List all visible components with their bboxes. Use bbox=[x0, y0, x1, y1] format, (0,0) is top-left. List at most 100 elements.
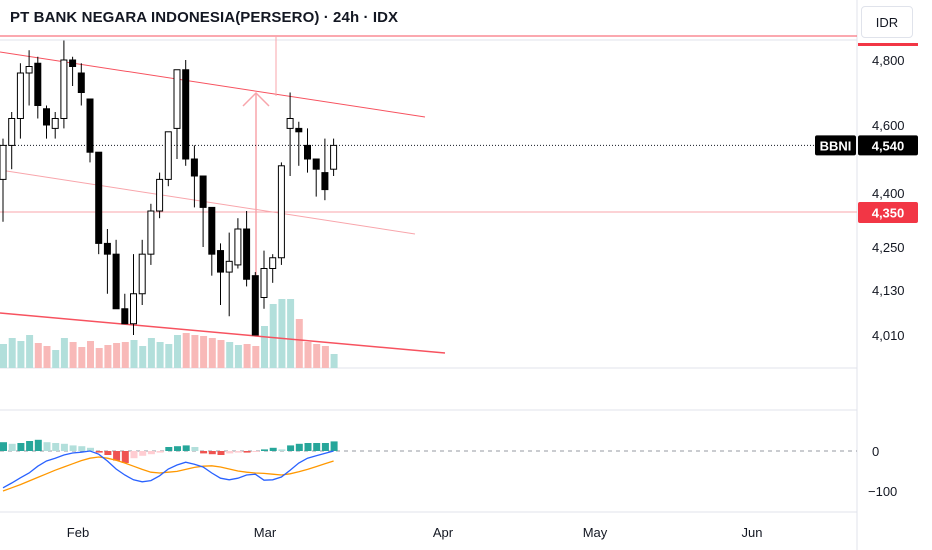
macd-histogram-bar bbox=[287, 445, 295, 451]
price-tick-label: 4,250 bbox=[872, 240, 905, 255]
candle-body bbox=[173, 69, 181, 129]
time-axis-label: Feb bbox=[67, 525, 89, 540]
candle-body bbox=[121, 308, 129, 325]
macd-tick-label: −100 bbox=[868, 484, 897, 499]
macd-histogram-bar bbox=[165, 447, 173, 451]
candle-body bbox=[182, 69, 190, 160]
volume-bar bbox=[130, 340, 138, 368]
macd-histogram-bar bbox=[95, 451, 103, 453]
volume-bar bbox=[295, 319, 303, 368]
candle-body bbox=[251, 275, 259, 336]
macd-histogram-bar bbox=[321, 443, 329, 451]
volume-bar bbox=[287, 299, 295, 368]
volume-bar bbox=[139, 346, 147, 368]
macd-histogram-bar bbox=[34, 439, 42, 451]
price-tick-label: 4,400 bbox=[872, 186, 905, 201]
channel-bottom-line bbox=[0, 312, 446, 354]
macd-histogram-bar bbox=[330, 441, 338, 451]
time-axis-label: May bbox=[583, 525, 608, 540]
macd-line bbox=[2, 450, 334, 489]
last-price-label: 4,540 bbox=[872, 138, 905, 153]
candle-body bbox=[112, 253, 120, 310]
macd-histogram-bar bbox=[113, 451, 121, 461]
time-axis-label: Mar bbox=[254, 525, 277, 540]
channel-mid-line bbox=[0, 169, 416, 235]
candle-body bbox=[330, 144, 338, 170]
candle-body bbox=[217, 250, 224, 273]
macd-histogram-bar bbox=[243, 451, 251, 453]
macd-histogram-bar bbox=[252, 451, 260, 452]
volume-bar bbox=[313, 344, 321, 368]
macd-histogram-bar bbox=[8, 443, 16, 451]
macd-histogram-bar bbox=[60, 443, 68, 451]
time-axis-label: Apr bbox=[433, 525, 454, 540]
volume-bar bbox=[174, 335, 181, 368]
currency-button[interactable]: IDR bbox=[861, 6, 913, 38]
volume-bar bbox=[269, 304, 277, 368]
volume-bar bbox=[226, 342, 234, 368]
candle-body bbox=[51, 118, 59, 129]
macd-histogram-bar bbox=[0, 442, 7, 451]
macd-tick-label: 0 bbox=[872, 444, 879, 459]
macd-histogram-bar bbox=[313, 443, 321, 451]
candle-body bbox=[86, 98, 94, 153]
macd-histogram-bar bbox=[208, 451, 216, 455]
candle-body bbox=[208, 206, 216, 255]
candle-body bbox=[8, 118, 16, 146]
macd-histogram-bar bbox=[217, 451, 225, 455]
candle-body bbox=[269, 257, 277, 269]
volume-bar bbox=[34, 343, 42, 368]
volume-bar bbox=[200, 336, 208, 368]
volume-bar bbox=[78, 347, 86, 368]
candle-body bbox=[103, 242, 111, 255]
candle-body bbox=[243, 228, 251, 280]
candle-body bbox=[286, 118, 294, 129]
macd-histogram-bar bbox=[174, 446, 181, 451]
volume-bar bbox=[217, 340, 225, 368]
macd-histogram-bar bbox=[295, 443, 303, 451]
macd-histogram-bar bbox=[156, 451, 164, 453]
volume-bar bbox=[60, 338, 68, 368]
alert-price-badge bbox=[858, 202, 918, 223]
volume-bar bbox=[261, 326, 268, 368]
macd-histogram-bar bbox=[261, 449, 268, 451]
volume-bar bbox=[8, 338, 16, 368]
candle-body bbox=[60, 59, 68, 119]
candle-body bbox=[25, 66, 33, 74]
candle-body bbox=[321, 172, 329, 191]
volume-bar bbox=[234, 345, 242, 368]
volume-bar bbox=[182, 333, 190, 368]
macd-histogram-bar bbox=[121, 451, 129, 463]
volume-bar bbox=[304, 342, 312, 368]
price-tick-label: 4,010 bbox=[872, 328, 905, 343]
macd-histogram-bar bbox=[52, 443, 60, 451]
volume-bar bbox=[330, 354, 338, 368]
macd-histogram-bar bbox=[234, 451, 242, 453]
volume-bar bbox=[43, 346, 51, 368]
candle-body bbox=[156, 178, 164, 212]
macd-histogram-bar bbox=[200, 451, 208, 454]
macd-histogram-bar bbox=[304, 443, 312, 451]
volume-bar bbox=[95, 348, 103, 368]
chart-title: PT BANK NEGARA INDONESIA(PERSERO) · 24h … bbox=[10, 9, 399, 26]
macd-histogram-bar bbox=[191, 447, 199, 451]
candle-body bbox=[304, 144, 311, 160]
volume-bar bbox=[104, 345, 112, 368]
candle-body bbox=[147, 210, 155, 255]
macd-histogram-bar bbox=[43, 442, 51, 451]
candle-body bbox=[43, 108, 50, 126]
macd-histogram-bar bbox=[78, 446, 86, 451]
macd-histogram-bar bbox=[147, 451, 155, 455]
macd-histogram-bar bbox=[226, 451, 234, 454]
price-tick-label: 4,600 bbox=[872, 118, 905, 133]
volume-bar bbox=[69, 342, 77, 368]
candle-body bbox=[95, 151, 103, 244]
candle-body bbox=[138, 253, 146, 295]
candle-body bbox=[69, 59, 77, 67]
volume-bar bbox=[243, 344, 251, 368]
macd-histogram-bar bbox=[278, 449, 286, 451]
volume-bar bbox=[208, 338, 216, 368]
macd-histogram-bar bbox=[26, 441, 34, 451]
candle-body bbox=[34, 62, 42, 106]
